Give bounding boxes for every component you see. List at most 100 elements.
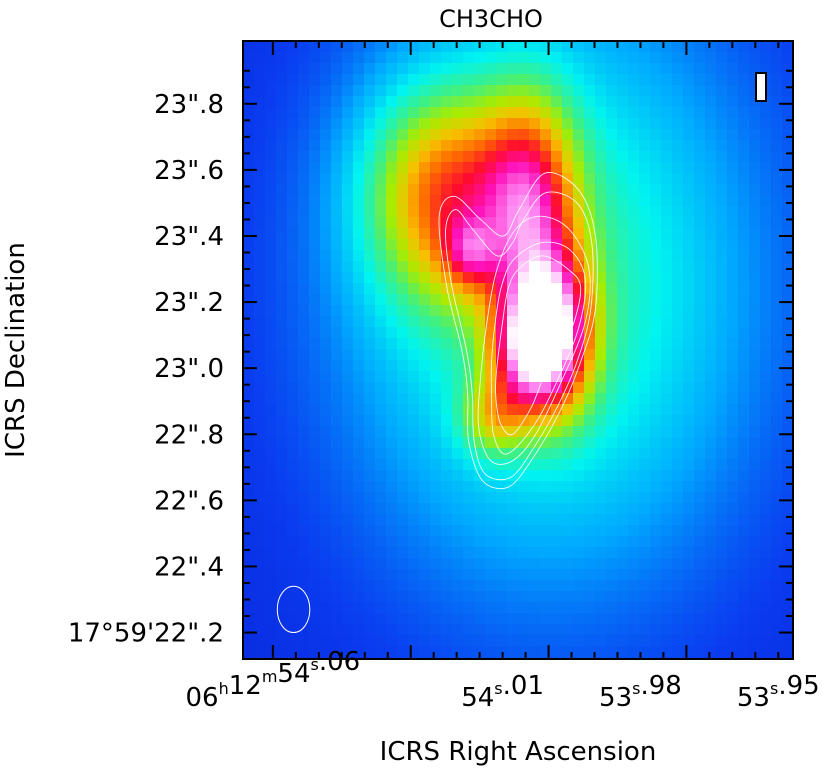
heatmap-cell [320, 129, 332, 141]
heatmap-cell [562, 382, 574, 394]
heatmap-cell [540, 129, 552, 141]
heatmap-cell [661, 481, 673, 493]
heatmap-cell [452, 294, 464, 306]
heatmap-cell [573, 448, 585, 460]
heatmap-cell [408, 173, 420, 185]
heatmap-cell [408, 250, 420, 262]
heatmap-cell [771, 547, 783, 559]
heatmap-cell [782, 217, 793, 229]
heatmap-cell [353, 250, 365, 262]
heatmap-cell [716, 195, 728, 207]
heatmap-cell [287, 371, 299, 383]
heatmap-cell [364, 118, 376, 130]
heatmap-cell [705, 184, 717, 196]
heatmap-cell [254, 624, 266, 636]
heatmap-cell [452, 349, 464, 361]
heatmap-cell [309, 129, 321, 141]
heatmap-cell [408, 558, 420, 570]
heatmap-cell [639, 382, 651, 394]
heatmap-cell [760, 184, 772, 196]
heatmap-cell [529, 283, 541, 295]
heatmap-cell [496, 96, 508, 108]
heatmap-cell [551, 536, 563, 548]
heatmap-cell [474, 426, 486, 438]
heatmap-cell [738, 52, 750, 64]
heatmap-cell [419, 459, 431, 471]
heatmap-cell [617, 470, 629, 482]
heatmap-cell [727, 437, 739, 449]
heatmap-cell [342, 613, 354, 625]
heatmap-cell [353, 118, 365, 130]
heatmap-cell [518, 239, 530, 251]
heatmap-cell [375, 349, 387, 361]
heatmap-cell [243, 503, 255, 515]
heatmap-cell [628, 239, 640, 251]
heatmap-cell [584, 393, 596, 405]
heatmap-cell [397, 184, 409, 196]
heatmap-cell [727, 272, 739, 284]
heatmap-cell [452, 195, 464, 207]
heatmap-cell [309, 481, 321, 493]
heatmap-cell [529, 338, 541, 350]
heatmap-cell [375, 558, 387, 570]
heatmap-cell [595, 217, 607, 229]
heatmap-cell [595, 173, 607, 185]
heatmap-cell [474, 74, 486, 86]
heatmap-cell [452, 206, 464, 218]
heatmap-cell [375, 426, 387, 438]
heatmap-cell [452, 85, 464, 97]
heatmap-cell [738, 239, 750, 251]
heatmap-cell [419, 173, 431, 185]
heatmap-cell [298, 250, 310, 262]
heatmap-cell [507, 41, 519, 53]
heatmap-cell [518, 173, 530, 185]
heatmap-cell [617, 613, 629, 625]
heatmap-cell [573, 536, 585, 548]
heatmap-cell [364, 646, 376, 658]
heatmap-cell [551, 118, 563, 130]
heatmap-cell [716, 646, 728, 658]
heatmap-cell [584, 349, 596, 361]
heatmap-cell [782, 569, 793, 581]
heatmap-cell [320, 536, 332, 548]
heatmap-cell [694, 217, 706, 229]
heatmap-cell [595, 118, 607, 130]
heatmap-cell [485, 107, 497, 119]
heatmap-cell [617, 602, 629, 614]
heatmap-cell [705, 140, 717, 152]
heatmap-cell [639, 316, 651, 328]
heatmap-cell [265, 305, 277, 317]
heatmap-cell [595, 514, 607, 526]
heatmap-cell [760, 360, 772, 372]
heatmap-cell [364, 184, 376, 196]
heatmap-cell [386, 536, 398, 548]
heatmap-cell [276, 217, 288, 229]
heatmap-cell [320, 569, 332, 581]
heatmap-cell [397, 52, 409, 64]
heatmap-cell [650, 481, 662, 493]
heatmap-cell [243, 382, 255, 394]
heatmap-cell [650, 371, 662, 383]
heatmap-cell [782, 118, 793, 130]
heatmap-cell [782, 206, 793, 218]
heatmap-cell [683, 63, 695, 75]
heatmap-cell [441, 96, 453, 108]
heatmap-cell [287, 129, 299, 141]
heatmap-cell [650, 283, 662, 295]
heatmap-cell [375, 481, 387, 493]
heatmap-cell [254, 129, 266, 141]
heatmap-cell [573, 613, 585, 625]
heatmap-cell [287, 228, 299, 240]
heatmap-cell [298, 173, 310, 185]
heatmap-cell [397, 624, 409, 636]
heatmap-cell [342, 569, 354, 581]
heatmap-cell [320, 173, 332, 185]
heatmap-cell [595, 437, 607, 449]
heatmap-cell [243, 74, 255, 86]
chart-title: CH3CHO [439, 5, 543, 33]
heatmap-cell [320, 96, 332, 108]
heatmap-cell [606, 195, 618, 207]
heatmap-cell [353, 239, 365, 251]
heatmap-cell [584, 646, 596, 658]
heatmap-cell [441, 63, 453, 75]
